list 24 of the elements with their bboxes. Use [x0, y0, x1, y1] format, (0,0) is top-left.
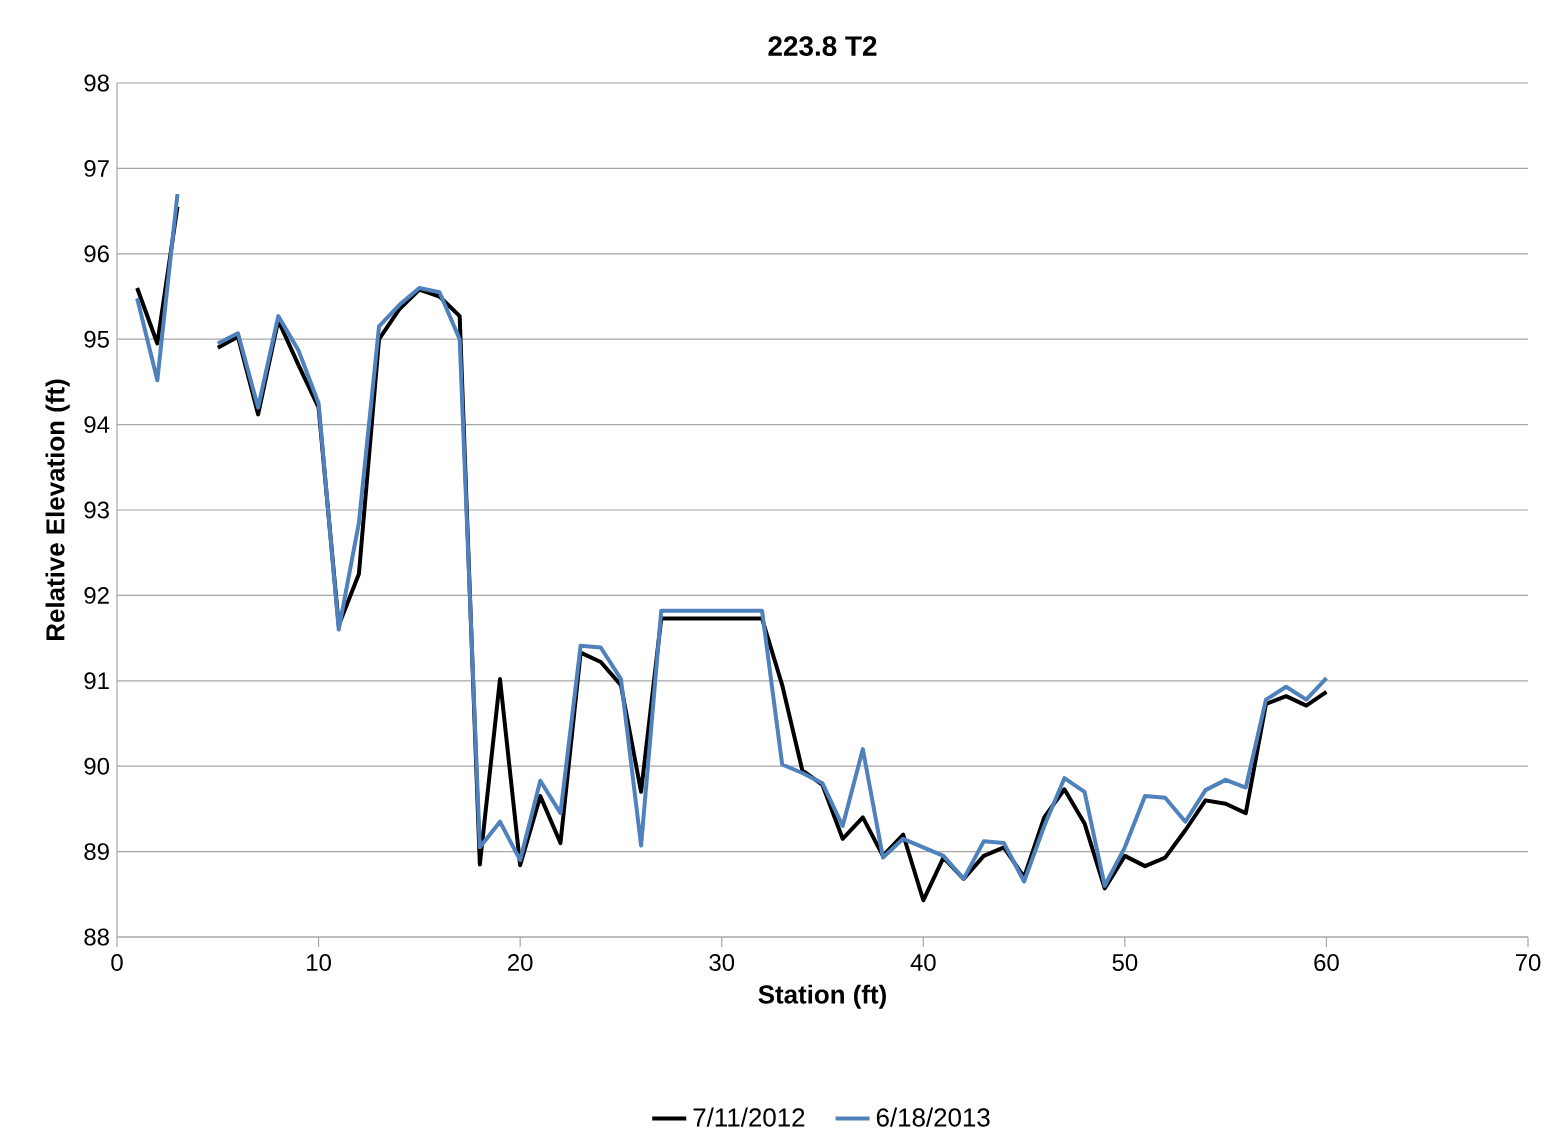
- x-tick-label: 30: [709, 953, 735, 971]
- x-tick-label: 40: [910, 953, 936, 971]
- x-tick-label: 70: [1515, 953, 1541, 971]
- chart-title: 223.8 T2: [768, 36, 877, 56]
- y-tick-label: 90: [84, 757, 110, 775]
- x-tick-label: 0: [111, 953, 123, 971]
- x-tick-label: 10: [307, 953, 331, 971]
- x-tick-label: 20: [508, 953, 533, 971]
- y-tick-label: 98: [84, 74, 109, 92]
- x-axis-title: Station (ft): [758, 984, 886, 1009]
- y-tick-label: 94: [84, 415, 110, 433]
- y-tick-label: 89: [84, 842, 109, 860]
- y-tick-label: 95: [84, 330, 109, 348]
- y-tick-label: 91: [84, 672, 109, 690]
- x-tick-label: 50: [1112, 953, 1138, 971]
- y-tick-label: 97: [84, 159, 109, 177]
- y-axis-title: Relative Elevation (ft): [45, 379, 70, 640]
- y-tick-label: 96: [84, 245, 109, 263]
- legend-label: 6/18/2013: [876, 1107, 990, 1127]
- legend-label: 7/11/2012: [693, 1107, 805, 1127]
- x-tick-label: 60: [1314, 953, 1339, 971]
- y-tick-label: 88: [84, 928, 109, 946]
- y-tick-label: 92: [84, 586, 109, 604]
- y-tick-label: 93: [84, 501, 109, 519]
